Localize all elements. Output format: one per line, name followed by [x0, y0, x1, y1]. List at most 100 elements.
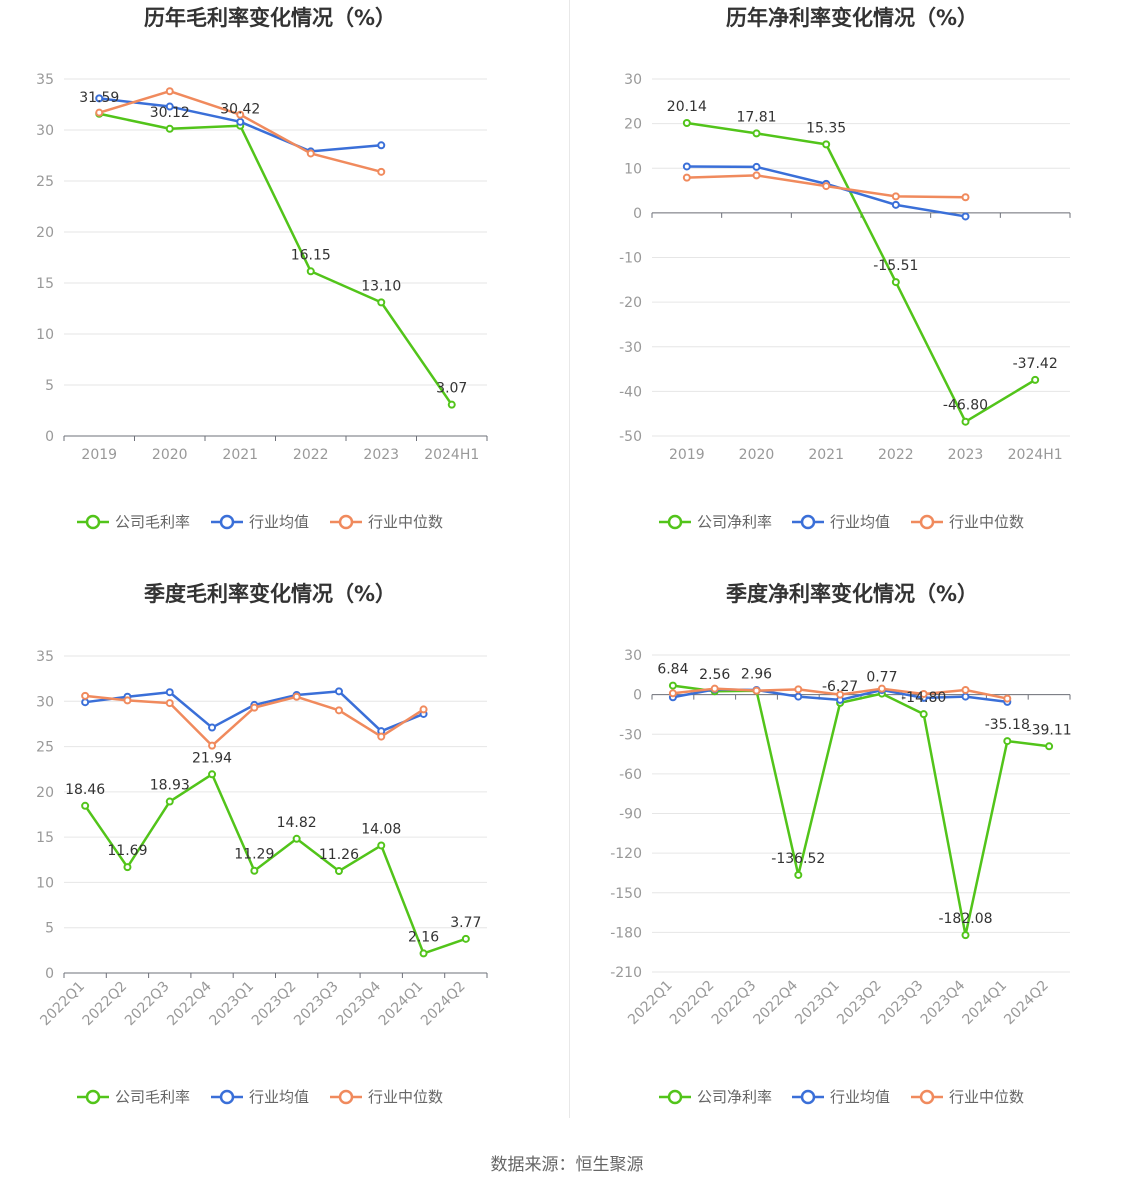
chart-title: 季度毛利率变化情况（%） [144, 582, 396, 606]
series-line-company [98, 112, 453, 406]
data-point-median[interactable] [377, 732, 386, 741]
data-point-company[interactable] [292, 834, 301, 843]
data-point-median[interactable] [682, 173, 691, 182]
data-point-median[interactable] [165, 699, 174, 708]
legend-item-company[interactable]: 公司毛利率 [77, 513, 190, 531]
data-point-median[interactable] [123, 696, 132, 705]
data-point-company[interactable] [377, 841, 386, 850]
data-point-company[interactable] [165, 797, 174, 806]
data-point-company[interactable] [668, 681, 677, 690]
data-point-median[interactable] [919, 689, 928, 698]
x-tick-label: 2022Q2 [80, 979, 131, 1030]
legend-marker [85, 514, 101, 530]
legend-marker [219, 514, 235, 530]
data-point-median[interactable] [165, 87, 174, 96]
data-point-company[interactable] [250, 866, 259, 875]
legend-item-avg[interactable]: 行业均值 [792, 1088, 890, 1106]
data-point-company[interactable] [208, 770, 217, 779]
data-point-median[interactable] [95, 108, 104, 117]
data-point-median[interactable] [377, 167, 386, 176]
y-tick-label: 5 [45, 921, 54, 937]
data-point-company[interactable] [961, 931, 970, 940]
legend-item-company[interactable]: 公司净利率 [659, 1088, 772, 1106]
legend-marker [219, 1089, 235, 1105]
data-point-company[interactable] [794, 870, 803, 879]
data-point-avg[interactable] [236, 117, 245, 126]
data-point-median[interactable] [419, 705, 428, 714]
x-tick-label: 2022Q1 [37, 979, 88, 1030]
data-point-median[interactable] [961, 686, 970, 695]
data-point-company[interactable] [306, 267, 315, 276]
data-point-median[interactable] [1003, 694, 1012, 703]
data-point-median[interactable] [668, 689, 677, 698]
data-point-avg[interactable] [95, 94, 104, 103]
y-tick-label: 25 [36, 740, 54, 756]
data-point-median[interactable] [877, 684, 886, 693]
data-point-company[interactable] [461, 934, 470, 943]
data-point-company[interactable] [165, 124, 174, 133]
data-point-avg[interactable] [81, 698, 90, 707]
data-point-company[interactable] [447, 400, 456, 409]
data-point-avg[interactable] [961, 212, 970, 221]
data-point-avg[interactable] [891, 200, 900, 209]
data-point-median[interactable] [81, 691, 90, 700]
data-point-median[interactable] [236, 110, 245, 119]
data-point-avg[interactable] [752, 162, 761, 171]
data-point-avg[interactable] [334, 687, 343, 696]
data-point-avg[interactable] [165, 102, 174, 111]
x-tick-label: 2024Q1 [960, 978, 1011, 1029]
legend-item-median[interactable]: 行业中位数 [911, 1088, 1024, 1106]
data-point-avg[interactable] [961, 692, 970, 701]
legend-item-median[interactable]: 行业中位数 [911, 513, 1024, 531]
x-tick-label: 2023Q4 [333, 978, 384, 1029]
data-point-avg[interactable] [165, 688, 174, 697]
data-point-median[interactable] [752, 686, 761, 695]
data-point-median[interactable] [208, 741, 217, 750]
data-point-median[interactable] [794, 685, 803, 694]
data-point-median[interactable] [306, 149, 315, 158]
data-point-avg[interactable] [794, 692, 803, 701]
data-point-company[interactable] [1003, 737, 1012, 746]
data-point-company[interactable] [1031, 375, 1040, 384]
data-point-company[interactable] [822, 140, 831, 149]
data-point-company[interactable] [377, 298, 386, 307]
data-point-median[interactable] [961, 193, 970, 202]
data-point-company[interactable] [961, 417, 970, 426]
legend-item-company[interactable]: 公司毛利率 [77, 1088, 190, 1106]
chart-title: 历年毛利率变化情况（%） [144, 6, 396, 30]
data-point-median[interactable] [891, 192, 900, 201]
legend-item-median[interactable]: 行业中位数 [330, 513, 443, 531]
y-tick-label: -180 [610, 925, 642, 941]
data-label: 13.10 [361, 278, 401, 294]
legend-item-avg[interactable]: 行业均值 [792, 513, 890, 531]
data-point-company[interactable] [682, 119, 691, 128]
legend-item-median[interactable]: 行业中位数 [330, 1088, 443, 1106]
data-point-company[interactable] [123, 863, 132, 872]
data-point-median[interactable] [334, 706, 343, 715]
legend-item-avg[interactable]: 行业均值 [211, 1088, 309, 1106]
data-point-median[interactable] [822, 182, 831, 191]
data-label: 14.08 [361, 821, 401, 837]
data-point-median[interactable] [250, 703, 259, 712]
data-point-company[interactable] [752, 129, 761, 138]
data-label: 2.56 [699, 667, 730, 683]
data-label: 31.59 [79, 90, 119, 106]
data-point-company[interactable] [81, 801, 90, 810]
data-point-avg[interactable] [208, 723, 217, 732]
legend-item-avg[interactable]: 行业均值 [211, 513, 309, 531]
data-point-company[interactable] [919, 710, 928, 719]
data-point-company[interactable] [334, 867, 343, 876]
x-tick-label: 2019 [81, 447, 117, 463]
data-point-avg[interactable] [377, 141, 386, 150]
data-point-median[interactable] [710, 684, 719, 693]
data-point-avg[interactable] [682, 162, 691, 171]
data-point-median[interactable] [752, 171, 761, 180]
data-point-median[interactable] [836, 690, 845, 699]
legend-item-company[interactable]: 公司净利率 [659, 513, 772, 531]
data-point-company[interactable] [1045, 742, 1054, 751]
data-point-company[interactable] [419, 949, 428, 958]
legend-marker [800, 514, 816, 530]
data-point-median[interactable] [292, 692, 301, 701]
data-point-company[interactable] [891, 278, 900, 287]
annual-net-margin-chart: 历年净利率变化情况（%） -50 -40 -30 -20 -10 0 10 20 30 2019 20… [619, 6, 1071, 531]
